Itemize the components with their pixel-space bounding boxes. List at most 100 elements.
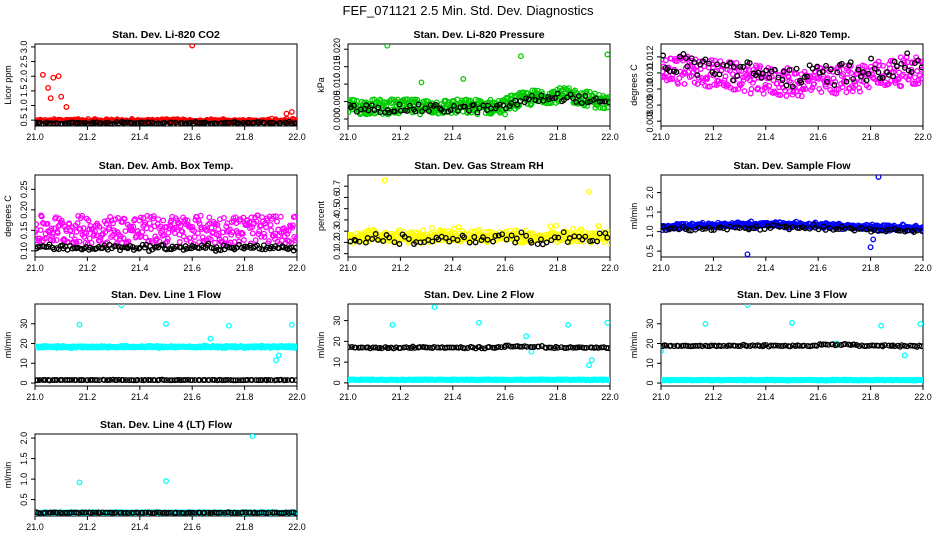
x-tick-label: 21.6 [183,132,201,142]
data-point [129,244,136,251]
data-point [123,377,129,384]
series-secondary-black [348,229,610,248]
y-tick-label: 0.4 [332,214,342,227]
data-point [523,95,530,102]
data-point-outlier [39,71,46,78]
data-point [469,344,476,351]
data-point [84,120,91,126]
data-point [518,229,525,236]
panel-title: Stan. Dev. Gas Stream RH [414,160,543,172]
data-point [734,73,741,79]
data-point [109,376,116,383]
data-point [706,60,712,67]
data-point [777,92,784,99]
data-point-outlier [45,84,52,91]
data-point [605,93,610,100]
data-point [548,237,555,244]
y-tick-label: 1.5 [19,452,29,465]
data-point [120,377,127,384]
data-point [419,108,426,115]
data-point [182,377,189,383]
data-point [174,377,181,383]
y-tick-label: 10 [332,357,342,367]
data-point [189,377,196,384]
data-point [811,80,818,87]
x-tick-label: 21.4 [757,263,775,273]
data-point [720,342,727,349]
y-tick-label: 2.5 [19,55,29,68]
data-point [478,237,485,244]
data-point [675,226,682,233]
data-point [741,88,748,95]
data-point [690,69,697,76]
data-point [605,345,610,352]
points-layer [348,44,610,118]
data-point-outlier [476,319,482,326]
x-tick-label: 21.0 [26,263,44,273]
y-tick-label: 10 [19,358,29,368]
data-point [535,343,542,350]
data-point [445,99,452,105]
x-tick-label: 21.2 [705,392,723,402]
data-point [730,77,736,84]
data-point [112,242,119,249]
data-point [895,76,902,83]
y-tick-label: 1.0 [19,99,29,112]
data-point [727,67,733,74]
plot-frame [34,43,298,127]
data-point [206,377,212,384]
x-tick-label: 21.8 [236,392,254,402]
data-point [854,70,861,77]
data-point [743,343,750,349]
x-tick-label: 21.6 [496,263,514,273]
data-point [131,120,138,126]
data-point [277,213,284,220]
data-point [831,82,838,88]
data-point-outlier [283,110,290,117]
data-point [554,90,561,97]
data-point [372,231,379,237]
y-tick-label: 30 [19,319,29,329]
data-point-outlier [588,357,595,364]
x-tick-label: 21.6 [809,392,827,402]
data-point [514,101,521,108]
data-point [197,212,204,219]
data-point [293,235,297,242]
data-point [868,55,875,62]
data-point [268,227,275,234]
x-tick-label: 21.2 [79,132,97,142]
data-point [138,377,145,384]
data-point [914,227,921,234]
data-point [606,376,610,383]
data-point [594,238,601,245]
data-point [205,240,212,247]
series-secondary-black [35,376,297,384]
data-point [844,75,851,81]
y-tick-label: 0.7 [332,180,342,193]
data-point [484,236,491,243]
data-point [239,230,246,237]
data-point [507,343,514,350]
data-point [787,343,794,350]
data-point [274,218,280,225]
data-point [76,238,83,245]
data-point [425,108,432,115]
data-point [916,72,923,79]
data-point [699,226,706,233]
data-point [919,377,923,384]
data-point [823,62,829,69]
data-point [604,104,610,111]
data-point [273,121,280,126]
data-point [841,225,848,232]
data-point [757,63,764,70]
data-point [96,223,103,230]
data-point [746,60,753,66]
data-point [759,70,766,77]
data-point [289,222,296,229]
data-point-outlier [565,321,572,328]
data-point [348,109,352,116]
data-point [183,245,190,252]
data-point [578,100,585,107]
